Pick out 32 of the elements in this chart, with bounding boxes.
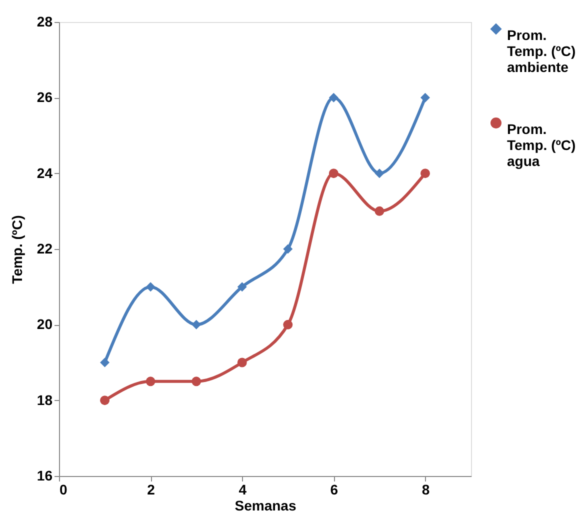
point bbox=[328, 92, 338, 102]
legend-label: Prom. Temp. (ºC) agua bbox=[507, 121, 576, 169]
y-tick-label: 28 bbox=[36, 14, 53, 30]
y-tick-label: 16 bbox=[36, 468, 53, 484]
x-tick-label: 6 bbox=[330, 482, 338, 498]
point bbox=[146, 376, 156, 386]
point bbox=[100, 396, 110, 406]
point bbox=[283, 244, 293, 254]
point bbox=[374, 206, 384, 216]
point bbox=[374, 168, 384, 178]
point bbox=[237, 358, 247, 368]
x-axis-title: Semanas bbox=[234, 498, 296, 514]
y-tick-label: 26 bbox=[36, 89, 53, 106]
point bbox=[237, 282, 247, 292]
point bbox=[192, 320, 202, 330]
legend-label: Prom. Temp. (ºC) ambiente bbox=[507, 27, 576, 75]
point bbox=[192, 376, 202, 386]
point bbox=[146, 282, 156, 292]
y-tick-label: 18 bbox=[36, 392, 53, 408]
y-tick-label: 24 bbox=[36, 164, 53, 181]
point bbox=[420, 92, 430, 102]
y-axis-title: Temp. (ºC) bbox=[8, 215, 25, 284]
x-tick-label: 2 bbox=[147, 482, 156, 498]
point bbox=[420, 168, 430, 178]
y-tick-label: 22 bbox=[36, 240, 53, 256]
x-tick-label: 4 bbox=[238, 482, 247, 498]
y-tick-label: 20 bbox=[36, 316, 53, 332]
point bbox=[283, 320, 293, 330]
x-tick-label: 0 bbox=[60, 482, 68, 498]
point bbox=[100, 358, 110, 368]
x-tick-label: 8 bbox=[422, 482, 430, 498]
point bbox=[328, 168, 338, 178]
